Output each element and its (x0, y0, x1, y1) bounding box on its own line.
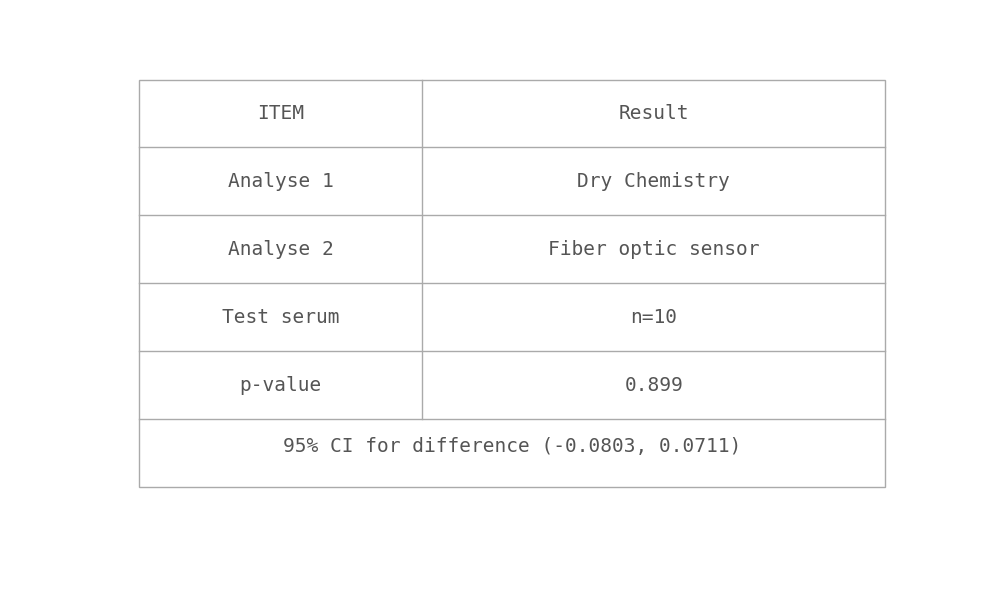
Text: ITEM: ITEM (257, 104, 304, 123)
Text: Result: Result (618, 104, 689, 123)
Text: 95% CI for difference (-0.0803, 0.0711): 95% CI for difference (-0.0803, 0.0711) (283, 437, 741, 456)
Text: p-value: p-value (240, 376, 322, 395)
Text: Fiber optic sensor: Fiber optic sensor (548, 240, 759, 259)
Text: Dry Chemistry: Dry Chemistry (577, 172, 730, 191)
Text: Analyse 1: Analyse 1 (228, 172, 334, 191)
Text: Analyse 2: Analyse 2 (228, 240, 334, 259)
Text: 0.899: 0.899 (624, 376, 683, 395)
Text: n=10: n=10 (630, 308, 677, 326)
Text: Test serum: Test serum (222, 308, 340, 326)
